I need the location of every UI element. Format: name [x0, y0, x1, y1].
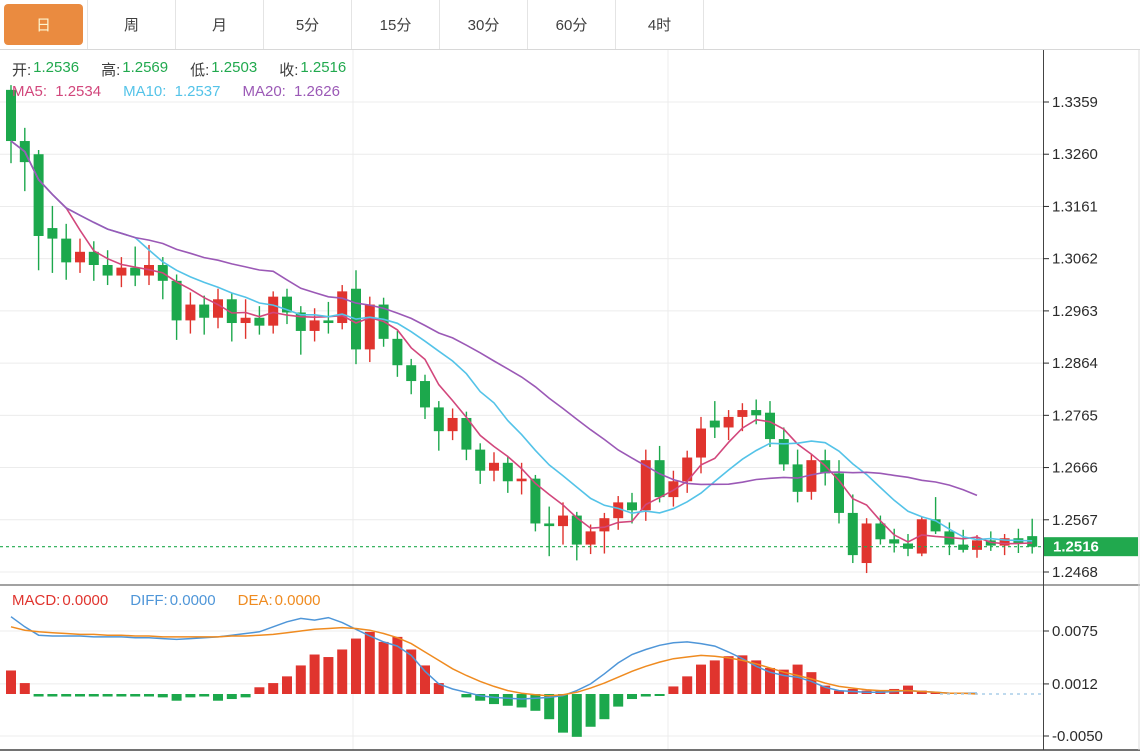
- tab-4hour[interactable]: 4时: [616, 0, 704, 49]
- tab-label: 周: [123, 17, 139, 34]
- svg-text:1.3359: 1.3359: [1052, 94, 1098, 111]
- svg-text:1.2567: 1.2567: [1052, 512, 1098, 529]
- timeframe-tabs: 日 周 月 5分 15分 30分 60分 4时: [0, 0, 1140, 50]
- tab-label: 日: [35, 17, 51, 34]
- svg-text:1.2864: 1.2864: [1052, 355, 1098, 372]
- tab-label: 4时: [647, 17, 672, 34]
- svg-text:1.2963: 1.2963: [1052, 303, 1098, 320]
- tab-5min[interactable]: 5分: [264, 0, 352, 49]
- svg-text:1.2666: 1.2666: [1052, 460, 1098, 477]
- svg-text:1.3062: 1.3062: [1052, 251, 1098, 268]
- tab-15min[interactable]: 15分: [352, 0, 440, 49]
- svg-text:1.2516: 1.2516: [1053, 539, 1099, 556]
- tab-week[interactable]: 周: [88, 0, 176, 49]
- svg-text:0.0075: 0.0075: [1052, 623, 1098, 640]
- tab-label: 月: [211, 17, 227, 34]
- svg-text:1.3161: 1.3161: [1052, 198, 1098, 215]
- svg-text:1.2765: 1.2765: [1052, 407, 1098, 424]
- tab-30min[interactable]: 30分: [440, 0, 528, 49]
- chart-canvas[interactable]: 1.2516 1.3359 1.3260 1.3161 1.3062 1.2963 1.28…: [0, 50, 1140, 755]
- svg-text:-0.0050: -0.0050: [1052, 728, 1103, 745]
- tab-label: 30分: [467, 17, 500, 34]
- tab-60min[interactable]: 60分: [528, 0, 616, 49]
- tab-label: 15分: [379, 17, 412, 34]
- svg-text:1.3260: 1.3260: [1052, 146, 1098, 163]
- tab-label: 5分: [295, 17, 320, 34]
- tab-label: 60分: [555, 17, 588, 34]
- svg-text:0.0012: 0.0012: [1052, 676, 1098, 693]
- tab-day[interactable]: 日: [0, 0, 88, 49]
- svg-text:1.2468: 1.2468: [1052, 564, 1098, 581]
- tab-month[interactable]: 月: [176, 0, 264, 49]
